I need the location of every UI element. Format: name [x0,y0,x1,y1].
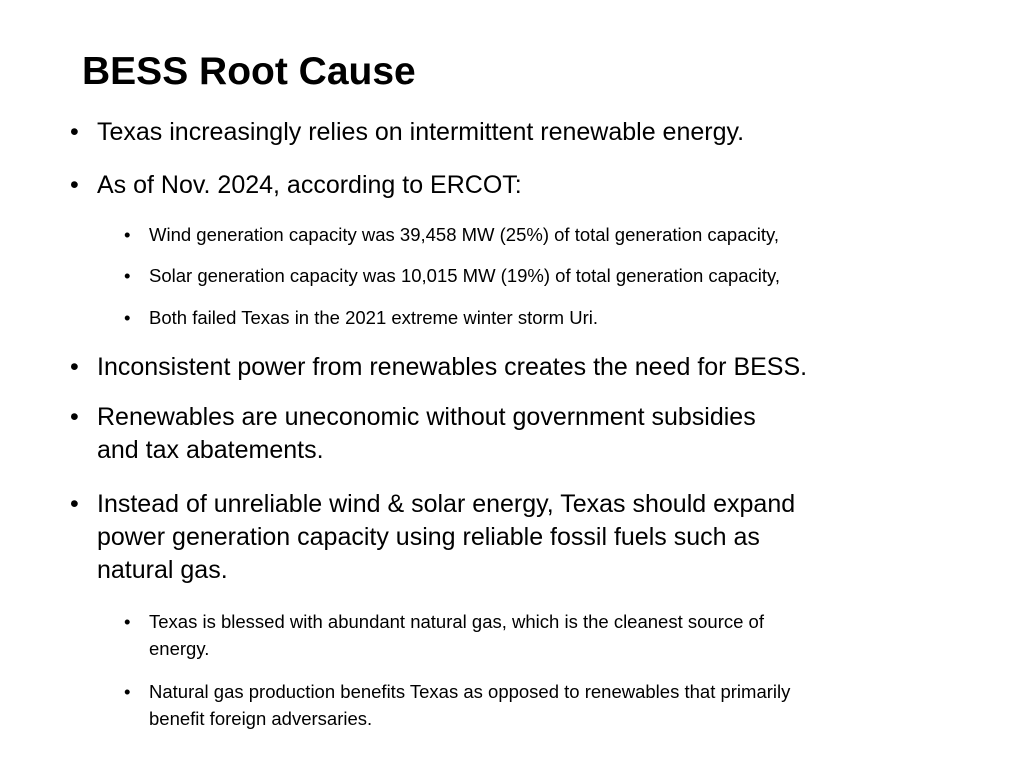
bullet-text: Inconsistent power from renewables creat… [97,353,808,381]
bullet-text: benefit foreign adversaries. [149,708,373,729]
sub-bullet-item: • Texas is blessed with abundant natural… [124,608,764,662]
bullet-item: • Renewables are uneconomic without gove… [70,401,756,467]
bullet-item: • As of Nov. 2024, according to ERCOT: [70,169,522,202]
bullet-item: • Texas increasingly relies on intermitt… [70,116,744,149]
bullet-text: Instead of unreliable wind & solar energ… [97,490,796,518]
bullet-icon: • [124,681,131,702]
sub-bullet-item: • Both failed Texas in the 2021 extreme … [124,304,598,331]
bullet-text: power generation capacity using reliable… [97,523,760,551]
bullet-icon: • [124,224,131,245]
bullet-text: As of Nov. 2024, according to ERCOT: [97,171,522,199]
bullet-text: Renewables are uneconomic without govern… [97,403,756,431]
bullet-text: natural gas. [97,556,228,584]
bullet-icon: • [124,307,131,328]
bullet-icon: • [70,403,79,431]
slide-title: BESS Root Cause [82,50,416,93]
bullet-icon: • [70,118,79,146]
bullet-text: and tax abatements. [97,436,324,464]
sub-bullet-item: • Natural gas production benefits Texas … [124,678,790,732]
bullet-item: • Instead of unreliable wind & solar ene… [70,488,795,587]
bullet-icon: • [70,490,79,518]
sub-bullet-item: • Wind generation capacity was 39,458 MW… [124,221,779,248]
bullet-text: Wind generation capacity was 39,458 MW (… [149,224,780,245]
bullet-text: Solar generation capacity was 10,015 MW … [149,265,781,286]
bullet-icon: • [70,353,79,381]
bullet-icon: • [124,265,131,286]
bullet-icon: • [124,611,131,632]
bullet-item: • Inconsistent power from renewables cre… [70,351,807,384]
bullet-icon: • [70,171,79,199]
bullet-text: energy. [149,638,210,659]
sub-bullet-item: • Solar generation capacity was 10,015 M… [124,262,780,289]
bullet-text: Texas increasingly relies on intermitten… [97,118,745,146]
bullet-text: Texas is blessed with abundant natural g… [149,611,764,632]
bullet-text: Natural gas production benefits Texas as… [149,681,791,702]
bullet-text: Both failed Texas in the 2021 extreme wi… [149,307,599,328]
